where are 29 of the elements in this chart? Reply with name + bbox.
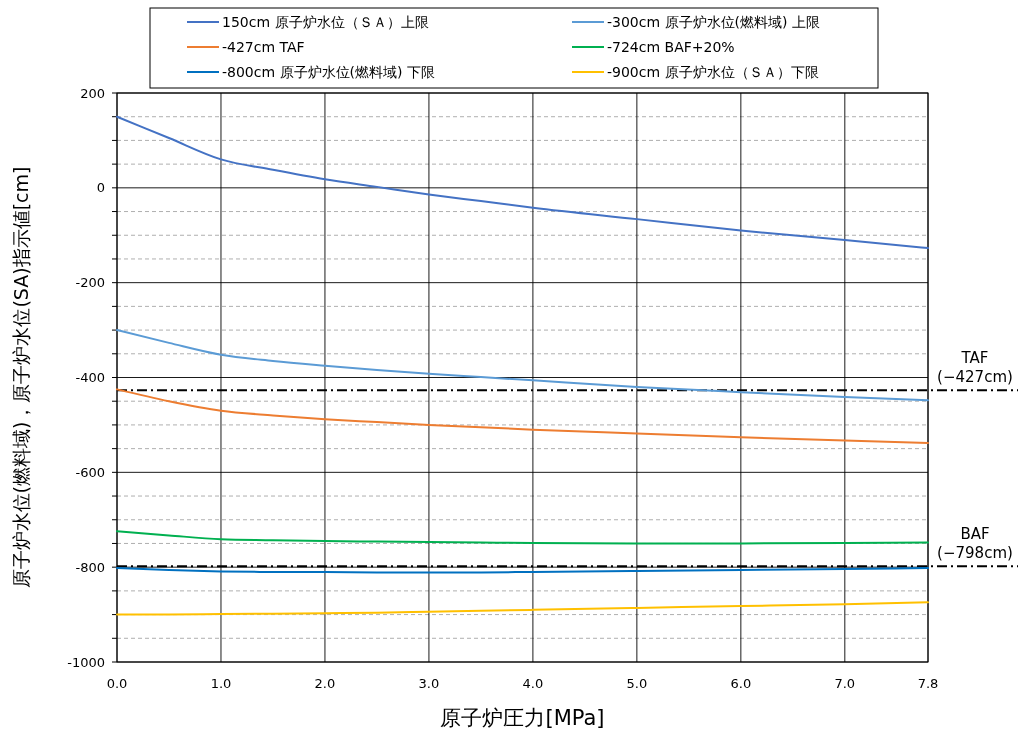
x-tick-label: 6.0 [730,676,752,691]
x-tick-label: 5.0 [626,676,648,691]
line-series [116,388,929,444]
y-axis-title: 原子炉水位(燃料域)，原子炉水位(SA)指示値[cm] [10,166,32,589]
y-tick-label: -1000 [67,654,105,670]
x-tick-label: 7.8 [917,676,939,691]
line-series [116,530,929,545]
legend-label: -900cm 原子炉水位（ＳＡ）下限 [607,63,819,80]
legend-label: 150cm 原子炉水位（ＳＡ）上限 [222,13,429,30]
x-tick-label: 3.0 [418,676,440,691]
y-tick-label: -200 [75,275,105,291]
ref-line-label: BAF (−798cm) [937,525,1013,563]
legend-label: -800cm 原子炉水位(燃料域) 下限 [222,63,435,80]
y-tick-label: 200 [80,85,105,101]
legend-label: -427cm TAF [222,38,305,55]
x-tick-label: 4.0 [522,676,544,691]
x-tick-label: 1.0 [210,676,232,691]
x-tick-label: 7.0 [834,676,856,691]
x-tick-label: 2.0 [314,676,336,691]
y-tick-label: -400 [75,370,105,386]
y-tick-label: 0 [96,180,105,196]
line-series [116,601,929,616]
y-tick-label: -800 [75,559,105,575]
legend-label: -300cm 原子炉水位(燃料域) 上限 [607,13,820,30]
x-tick-label: 0.0 [106,676,128,691]
x-axis-title: 原子炉圧力[MPa] [440,706,605,730]
legend-label: -724cm BAF+20% [607,38,735,55]
ref-line-label: TAF (−427cm) [937,349,1013,387]
y-tick-label: -600 [75,464,105,480]
